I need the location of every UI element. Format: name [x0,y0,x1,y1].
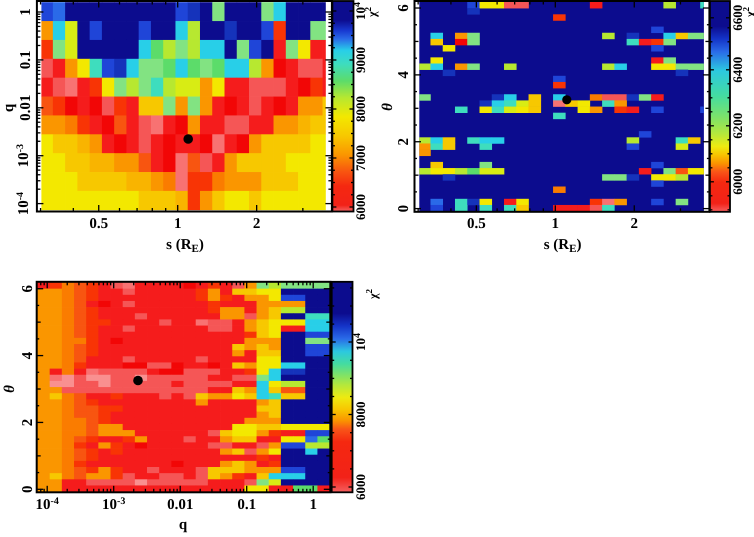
svg-text:2: 2 [631,216,639,232]
svg-text:1: 1 [552,216,560,232]
svg-text:2: 2 [253,216,261,232]
svg-text:q: q [1,103,17,112]
svg-text:s (RE): s (RE) [166,237,204,255]
svg-text:0.1: 0.1 [237,497,256,513]
svg-text:0.01: 0.01 [18,95,34,121]
svg-text:6: 6 [396,4,412,12]
svg-text:6000: 6000 [730,169,745,195]
svg-text:2: 2 [20,419,36,427]
svg-text:6: 6 [20,284,36,292]
svg-text:θ: θ [2,385,18,393]
svg-text:χ2: χ2 [741,6,754,18]
svg-text:χ2: χ2 [363,6,379,18]
svg-text:6000: 6000 [353,474,368,500]
svg-text:q: q [179,517,188,533]
svg-text:7000: 7000 [353,145,368,171]
svg-text:0.01: 0.01 [167,497,193,513]
svg-text:s (RE): s (RE) [544,237,582,255]
svg-text:6000: 6000 [353,194,368,220]
svg-text:1: 1 [18,8,34,16]
svg-text:6200: 6200 [730,113,745,139]
svg-text:0: 0 [396,205,412,213]
svg-text:0: 0 [20,486,36,494]
svg-text:1: 1 [174,216,182,232]
svg-text:9000: 9000 [353,47,368,73]
svg-text:4: 4 [20,351,36,359]
svg-text:4: 4 [396,71,412,79]
svg-text:8000: 8000 [353,402,368,428]
svg-text:6400: 6400 [730,57,745,83]
svg-text:0.1: 0.1 [18,51,34,70]
svg-text:χ2: χ2 [364,288,380,300]
svg-text:0.5: 0.5 [89,216,108,232]
svg-text:6600: 6600 [730,5,745,31]
svg-text:θ: θ [380,103,396,111]
svg-text:2: 2 [396,138,412,146]
svg-text:1: 1 [309,497,317,513]
svg-text:8000: 8000 [353,96,368,122]
svg-text:0.5: 0.5 [467,216,486,232]
